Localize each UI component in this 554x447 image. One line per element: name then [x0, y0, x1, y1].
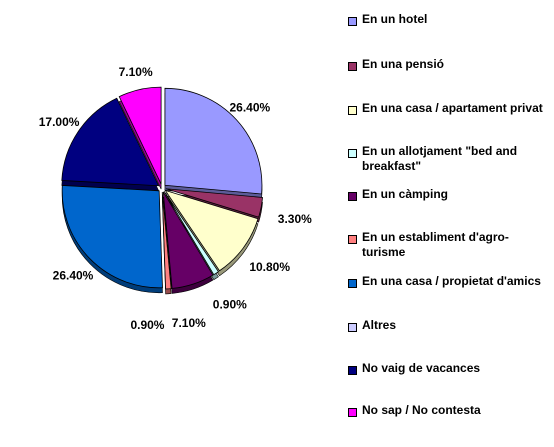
- legend-label: En un establiment d'agro-turisme: [362, 230, 509, 259]
- pie-value-label: 0.90%: [130, 318, 164, 332]
- pie-value-label: 26.40%: [229, 101, 270, 115]
- pie-slice-2: [164, 189, 259, 272]
- legend-label: No vaig de vacances: [362, 361, 481, 375]
- legend-item-casa-amics: En una casa / propietat d'amics: [348, 274, 552, 289]
- legend-swatch: [348, 149, 357, 158]
- pie-slice-4: [162, 191, 214, 289]
- legend-swatch: [348, 408, 357, 417]
- pie-value-label: 7.10%: [119, 65, 153, 79]
- legend-item-bed-and-breakfast: En un allotjament "bed and breakfast": [348, 144, 552, 174]
- pie-slice-0: [164, 87, 263, 195]
- legend-label: En un càmping: [362, 187, 449, 201]
- legend-swatch: [348, 106, 357, 115]
- legend-label: No sap / No contesta: [362, 403, 481, 417]
- pie-slice-9: [118, 86, 162, 185]
- legend-item-en-una-pensio: En una pensió: [348, 57, 552, 72]
- pie-slice-6: [61, 185, 163, 289]
- legend-item-no-sap: No sap / No contesta: [348, 403, 552, 418]
- pie-value-label: 10.80%: [249, 260, 290, 274]
- legend-item-altres: Altres: [348, 318, 552, 333]
- legend-swatch: [348, 279, 357, 288]
- pie-chart-svg: 26.40% 3.30% 10.80% 0.90% 7.10% 0.90% 26.40% 17…: [39, 65, 312, 332]
- legend-swatch: [348, 235, 357, 244]
- pie-chart: 26.40% 3.30% 10.80% 0.90% 7.10% 0.90% 26.40% 17…: [39, 65, 312, 332]
- legend-swatch: [348, 366, 357, 375]
- pie-value-label: 7.10%: [172, 316, 206, 330]
- pie-slices: [61, 86, 263, 290]
- legend-item-casa-apartament: En una casa / apartament privat: [348, 101, 552, 116]
- legend-label: En una casa / propietat d'amics: [362, 274, 541, 288]
- legend-label: En una casa / apartament privat: [362, 101, 543, 115]
- pie-value-label: 17.00%: [39, 115, 80, 129]
- pie-labels: 26.40% 3.30% 10.80% 0.90% 7.10% 0.90% 26.40% 17…: [39, 65, 312, 332]
- legend-label: En un hotel: [362, 12, 428, 26]
- pie-value-label: 3.30%: [278, 212, 312, 226]
- legend-item-no-vacances: No vaig de vacances: [348, 361, 552, 376]
- legend-item-en-un-hotel: En un hotel: [348, 12, 552, 27]
- legend-label: Altres: [362, 318, 397, 332]
- legend: En un hotel En una pensió En una casa / …: [348, 0, 554, 447]
- legend-swatch: [348, 17, 357, 26]
- pie-value-label: 26.40%: [53, 268, 94, 282]
- pie-slice-8: [61, 97, 160, 187]
- legend-swatch: [348, 62, 357, 71]
- legend-item-agroturisme: En un establiment d'agro-turisme: [348, 230, 552, 260]
- pie-slice-1: [165, 188, 263, 218]
- pie-slice-5: [161, 191, 172, 290]
- legend-label: En un allotjament "bed and breakfast": [362, 144, 518, 173]
- legend-label: En una pensió: [362, 57, 445, 71]
- legend-swatch: [348, 323, 357, 332]
- pie-slice-3: [163, 191, 220, 276]
- legend-item-camping: En un càmping: [348, 187, 552, 202]
- pie-value-label: 0.90%: [213, 297, 247, 311]
- legend-swatch: [348, 192, 357, 201]
